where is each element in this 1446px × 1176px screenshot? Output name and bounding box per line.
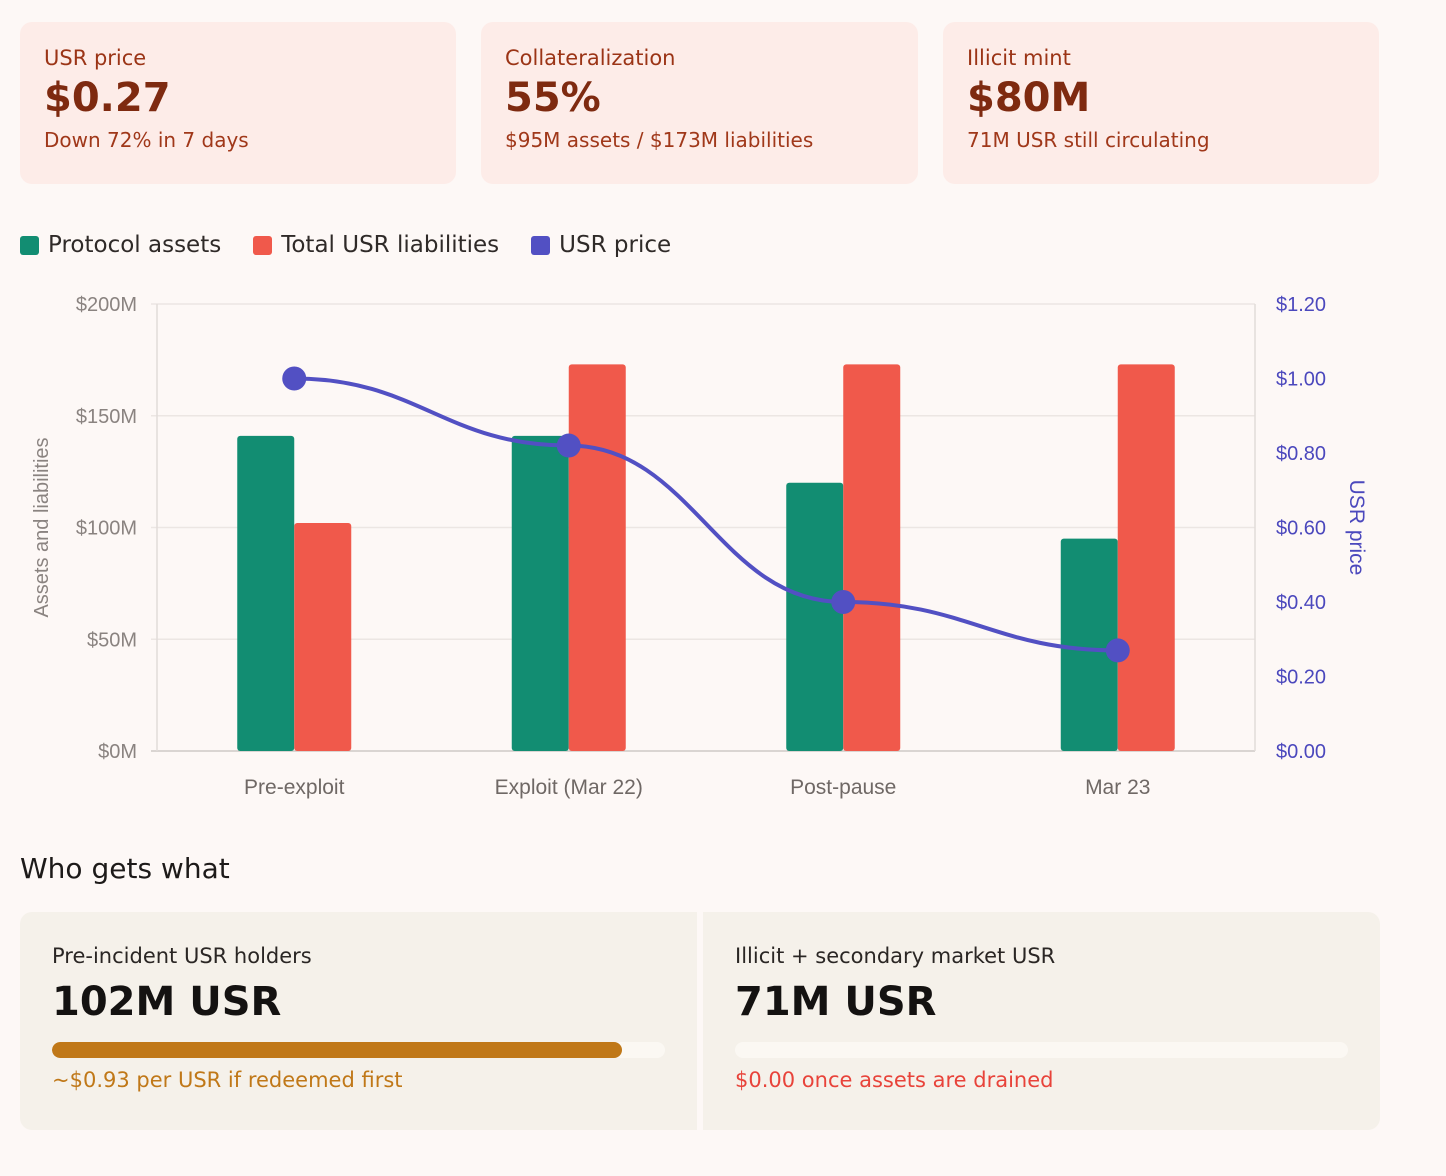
- kpi-value: $0.27: [44, 75, 171, 121]
- legend-swatch: [253, 235, 273, 255]
- outcome-label: Pre-incident USR holders: [52, 944, 312, 968]
- kpi-card-illicit-mint: Illicit mint $80M 71M USR still circulat…: [943, 22, 1379, 184]
- recovery-progress-track: [735, 1042, 1348, 1058]
- bar-total-usr-liabilities: [294, 523, 352, 751]
- outcome-note: ~$0.93 per USR if redeemed first: [52, 1068, 403, 1092]
- recovery-progress-fill: [52, 1042, 623, 1058]
- chart-legend: Protocol assets Total USR liabilities US…: [20, 232, 671, 258]
- outcome-note: $0.00 once assets are drained: [735, 1068, 1054, 1092]
- left-axis-tick-label: $50M: [87, 629, 137, 651]
- bar-protocol-assets: [237, 435, 295, 751]
- usr-price-point: [831, 590, 856, 614]
- left-axis-tick-label: $150M: [76, 406, 137, 428]
- bar-total-usr-liabilities: [843, 364, 901, 751]
- bar-total-usr-liabilities: [1117, 364, 1175, 751]
- right-axis-tick-label: $0.20: [1276, 667, 1326, 689]
- legend-item-total-liabilities[interactable]: Total USR liabilities: [253, 232, 499, 258]
- kpi-label: Collateralization: [505, 46, 676, 70]
- right-axis-tick-label: $0.40: [1276, 592, 1326, 614]
- right-axis-tick-label: $0.00: [1276, 741, 1326, 763]
- outcome-card-illicit: Illicit + secondary market USR 71M USR $…: [703, 912, 1380, 1130]
- legend-swatch: [531, 235, 551, 255]
- legend-item-usr-price[interactable]: USR price: [531, 232, 671, 258]
- bar-protocol-assets: [511, 435, 569, 751]
- usr-price-point: [282, 366, 307, 391]
- usr-price-point: [1105, 638, 1130, 663]
- right-axis-title: USR price: [1345, 480, 1368, 576]
- kpi-value: $80M: [967, 75, 1091, 121]
- kpi-sub: $95M assets / $173M liabilities: [505, 128, 814, 152]
- left-axis-tick-label: $200M: [76, 294, 137, 316]
- right-axis-tick-label: $0.80: [1276, 443, 1326, 465]
- legend-label: Total USR liabilities: [281, 232, 500, 258]
- section-title: Who gets what: [20, 852, 230, 885]
- outcome-label: Illicit + secondary market USR: [735, 944, 1056, 968]
- left-axis-title: Assets and liabilities: [31, 437, 53, 617]
- kpi-card-usr-price: USR price $0.27 Down 72% in 7 days: [20, 22, 456, 184]
- legend-label: Protocol assets: [48, 232, 222, 258]
- outcome-card-pre-incident: Pre-incident USR holders 102M USR ~$0.93…: [20, 912, 697, 1130]
- right-axis-tick-label: $1.20: [1276, 294, 1326, 316]
- x-axis-tick-label: Post-pause: [790, 776, 896, 799]
- x-axis-tick-label: Exploit (Mar 22): [495, 776, 643, 799]
- outcome-value: 102M USR: [52, 979, 282, 1025]
- legend-item-protocol-assets[interactable]: Protocol assets: [20, 232, 221, 258]
- bar-protocol-assets: [786, 482, 844, 751]
- bar-protocol-assets: [1060, 538, 1118, 751]
- kpi-label: USR price: [44, 46, 147, 70]
- usr-price-line: [292, 376, 1120, 653]
- legend-swatch: [20, 235, 39, 255]
- usr-price-point: [556, 433, 581, 458]
- left-axis-tick-label: $0M: [98, 741, 137, 763]
- outcome-value: 71M USR: [735, 979, 937, 1025]
- kpi-label: Illicit mint: [967, 46, 1071, 70]
- left-axis-tick-label: $100M: [76, 518, 137, 540]
- kpi-card-collateralization: Collateralization 55% $95M assets / $173…: [481, 22, 918, 184]
- kpi-sub: Down 72% in 7 days: [44, 128, 249, 152]
- kpi-value: 55%: [505, 75, 601, 121]
- kpi-sub: 71M USR still circulating: [967, 128, 1210, 152]
- x-axis-tick-label: Mar 23: [1085, 776, 1150, 799]
- recovery-progress-track: [52, 1042, 665, 1058]
- legend-label: USR price: [559, 232, 672, 258]
- x-axis-tick-label: Pre-exploit: [244, 776, 345, 799]
- assets-liabilities-price-chart: $0M $50M $100M $150M $200M $0.00 $0.20 $0.40 $0.…: [31, 294, 1368, 799]
- right-axis-tick-label: $1.00: [1276, 369, 1326, 391]
- bar-total-usr-liabilities: [568, 364, 626, 751]
- right-axis-tick-label: $0.60: [1276, 518, 1326, 540]
